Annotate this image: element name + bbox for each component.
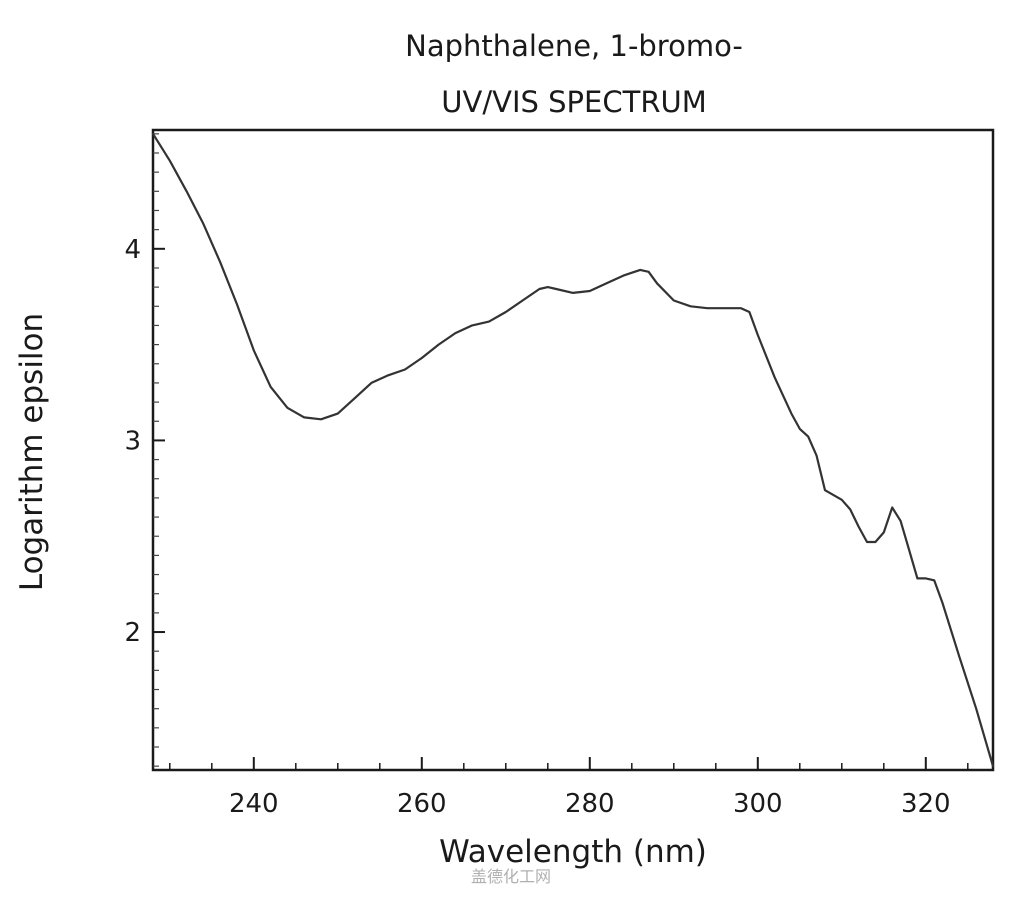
x-axis-label: Wavelength (nm)	[439, 834, 707, 870]
chart-title: Naphthalene, 1-bromo-	[405, 29, 743, 63]
y-tick-label: 4	[124, 235, 141, 265]
chart-subtitle: UV/VIS SPECTRUM	[441, 85, 706, 119]
watermark-text: 盖德化工网	[471, 867, 551, 886]
plot-frame	[151, 128, 995, 772]
y-tick-label: 3	[124, 426, 141, 456]
x-tick-label: 260	[397, 789, 447, 819]
y-axis-label: Logarithm epsilon	[14, 313, 50, 591]
x-tick-label: 320	[901, 789, 951, 819]
y-tick-label: 2	[124, 618, 141, 648]
y-axis: 2 3 4	[124, 133, 165, 767]
x-tick-label: 300	[733, 789, 783, 819]
x-tick-label: 240	[229, 789, 279, 819]
series-layer	[151, 132, 995, 768]
x-tick-label: 280	[565, 789, 615, 819]
spectrum-line	[151, 132, 995, 768]
x-axis: 240 260 280 300 320	[169, 757, 969, 819]
